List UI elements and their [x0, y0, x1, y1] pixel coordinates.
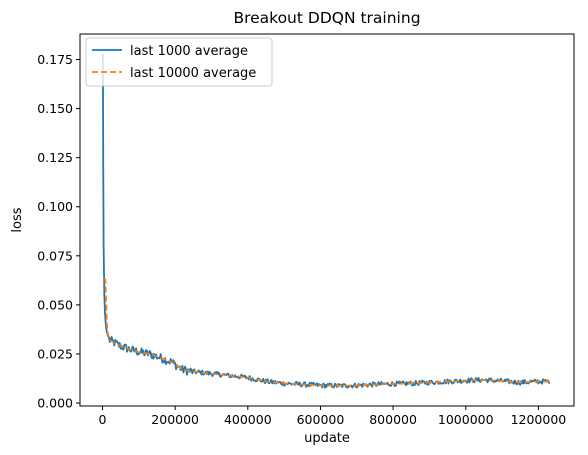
y-axis: 0.000 0.025 0.050 0.075 0.100 0.125 0.150 0.175 — [37, 52, 80, 411]
x-tick-label: 600000 — [297, 412, 345, 427]
x-tick-label: 1200000 — [511, 412, 567, 427]
x-tick-label: 0 — [99, 412, 107, 427]
y-tick-label: 0.100 — [37, 199, 73, 214]
plot-frame — [79, 33, 575, 407]
x-tick-label: 200000 — [151, 412, 199, 427]
y-tick-label: 0.000 — [37, 396, 73, 411]
chart-title: Breakout DDQN training — [233, 9, 420, 27]
series-line-2 — [103, 278, 550, 387]
x-tick-label: 1000000 — [438, 412, 494, 427]
x-tick-label: 400000 — [224, 412, 272, 427]
y-tick-label: 0.175 — [37, 52, 73, 67]
legend-box — [85, 37, 273, 87]
series-layer — [101, 53, 551, 389]
y-axis-label: loss — [10, 207, 25, 232]
x-tick-label: 800000 — [369, 412, 417, 427]
y-tick-label: 0.025 — [37, 346, 73, 361]
x-axis: 0 200000 400000 600000 800000 1000000 1200000 — [99, 406, 567, 427]
legend: last 1000 average last 10000 average — [85, 37, 273, 87]
x-axis-label: update — [304, 431, 350, 446]
legend-label-series-2: last 10000 average — [130, 66, 256, 81]
y-tick-label: 0.150 — [37, 101, 73, 116]
plot-area — [80, 34, 574, 406]
y-tick-label: 0.125 — [37, 150, 73, 165]
y-tick-label: 0.075 — [37, 248, 73, 263]
y-tick-label: 0.050 — [37, 297, 73, 312]
legend-label-series-1: last 1000 average — [130, 44, 248, 59]
